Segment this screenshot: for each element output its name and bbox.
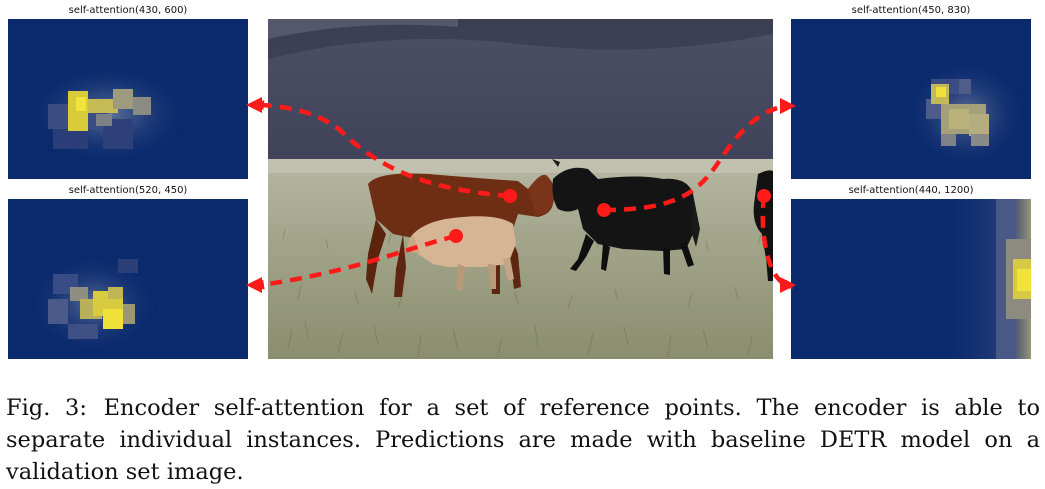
panel-title-bottom-left: self-attention(520, 450) (68, 185, 188, 196)
panel-title-top-left: self-attention(430, 600) (68, 5, 188, 16)
figure-caption: Fig. 3: Encoder self-attention for a set… (6, 392, 1040, 488)
arrow-top-left (254, 100, 511, 199)
cattle-photo (268, 19, 773, 359)
reference-point-4 (757, 189, 771, 203)
arrow-top-right (603, 101, 794, 213)
figure: self-attention(430, 600) self-attention(… (8, 5, 1031, 359)
panel-title-bottom-right: self-attention(440, 1200) (848, 185, 974, 196)
arrow-bottom-left (254, 233, 457, 290)
arrows-overlay (246, 97, 796, 293)
calf (407, 216, 516, 291)
caption-label: Fig. 3: (6, 395, 87, 421)
arrow-bottom-right (760, 195, 794, 289)
attention-map-top-right (791, 19, 1031, 179)
reference-point-1 (503, 189, 517, 203)
reference-point-2 (449, 229, 463, 243)
attention-map-top-left (8, 19, 248, 179)
black-cow (552, 159, 700, 275)
caption-text: Encoder self-attention for a set of refe… (6, 395, 1040, 485)
panel-title-top-right: self-attention(450, 830) (851, 5, 971, 16)
attention-map-bottom-right (791, 199, 1031, 359)
reference-point-3 (597, 203, 611, 217)
attention-map-bottom-left (8, 199, 248, 359)
